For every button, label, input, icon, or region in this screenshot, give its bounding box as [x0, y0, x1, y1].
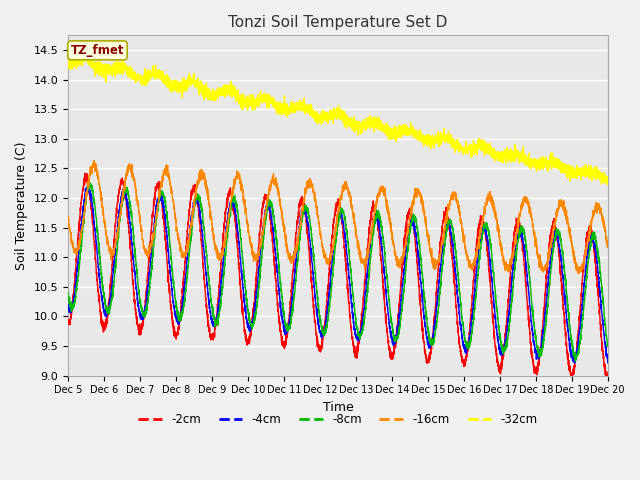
Title: Tonzi Soil Temperature Set D: Tonzi Soil Temperature Set D [228, 15, 447, 30]
Legend: -2cm, -4cm, -8cm, -16cm, -32cm: -2cm, -4cm, -8cm, -16cm, -32cm [133, 408, 543, 431]
Text: TZ_fmet: TZ_fmet [71, 44, 124, 57]
Y-axis label: Soil Temperature (C): Soil Temperature (C) [15, 141, 28, 270]
X-axis label: Time: Time [323, 401, 353, 414]
